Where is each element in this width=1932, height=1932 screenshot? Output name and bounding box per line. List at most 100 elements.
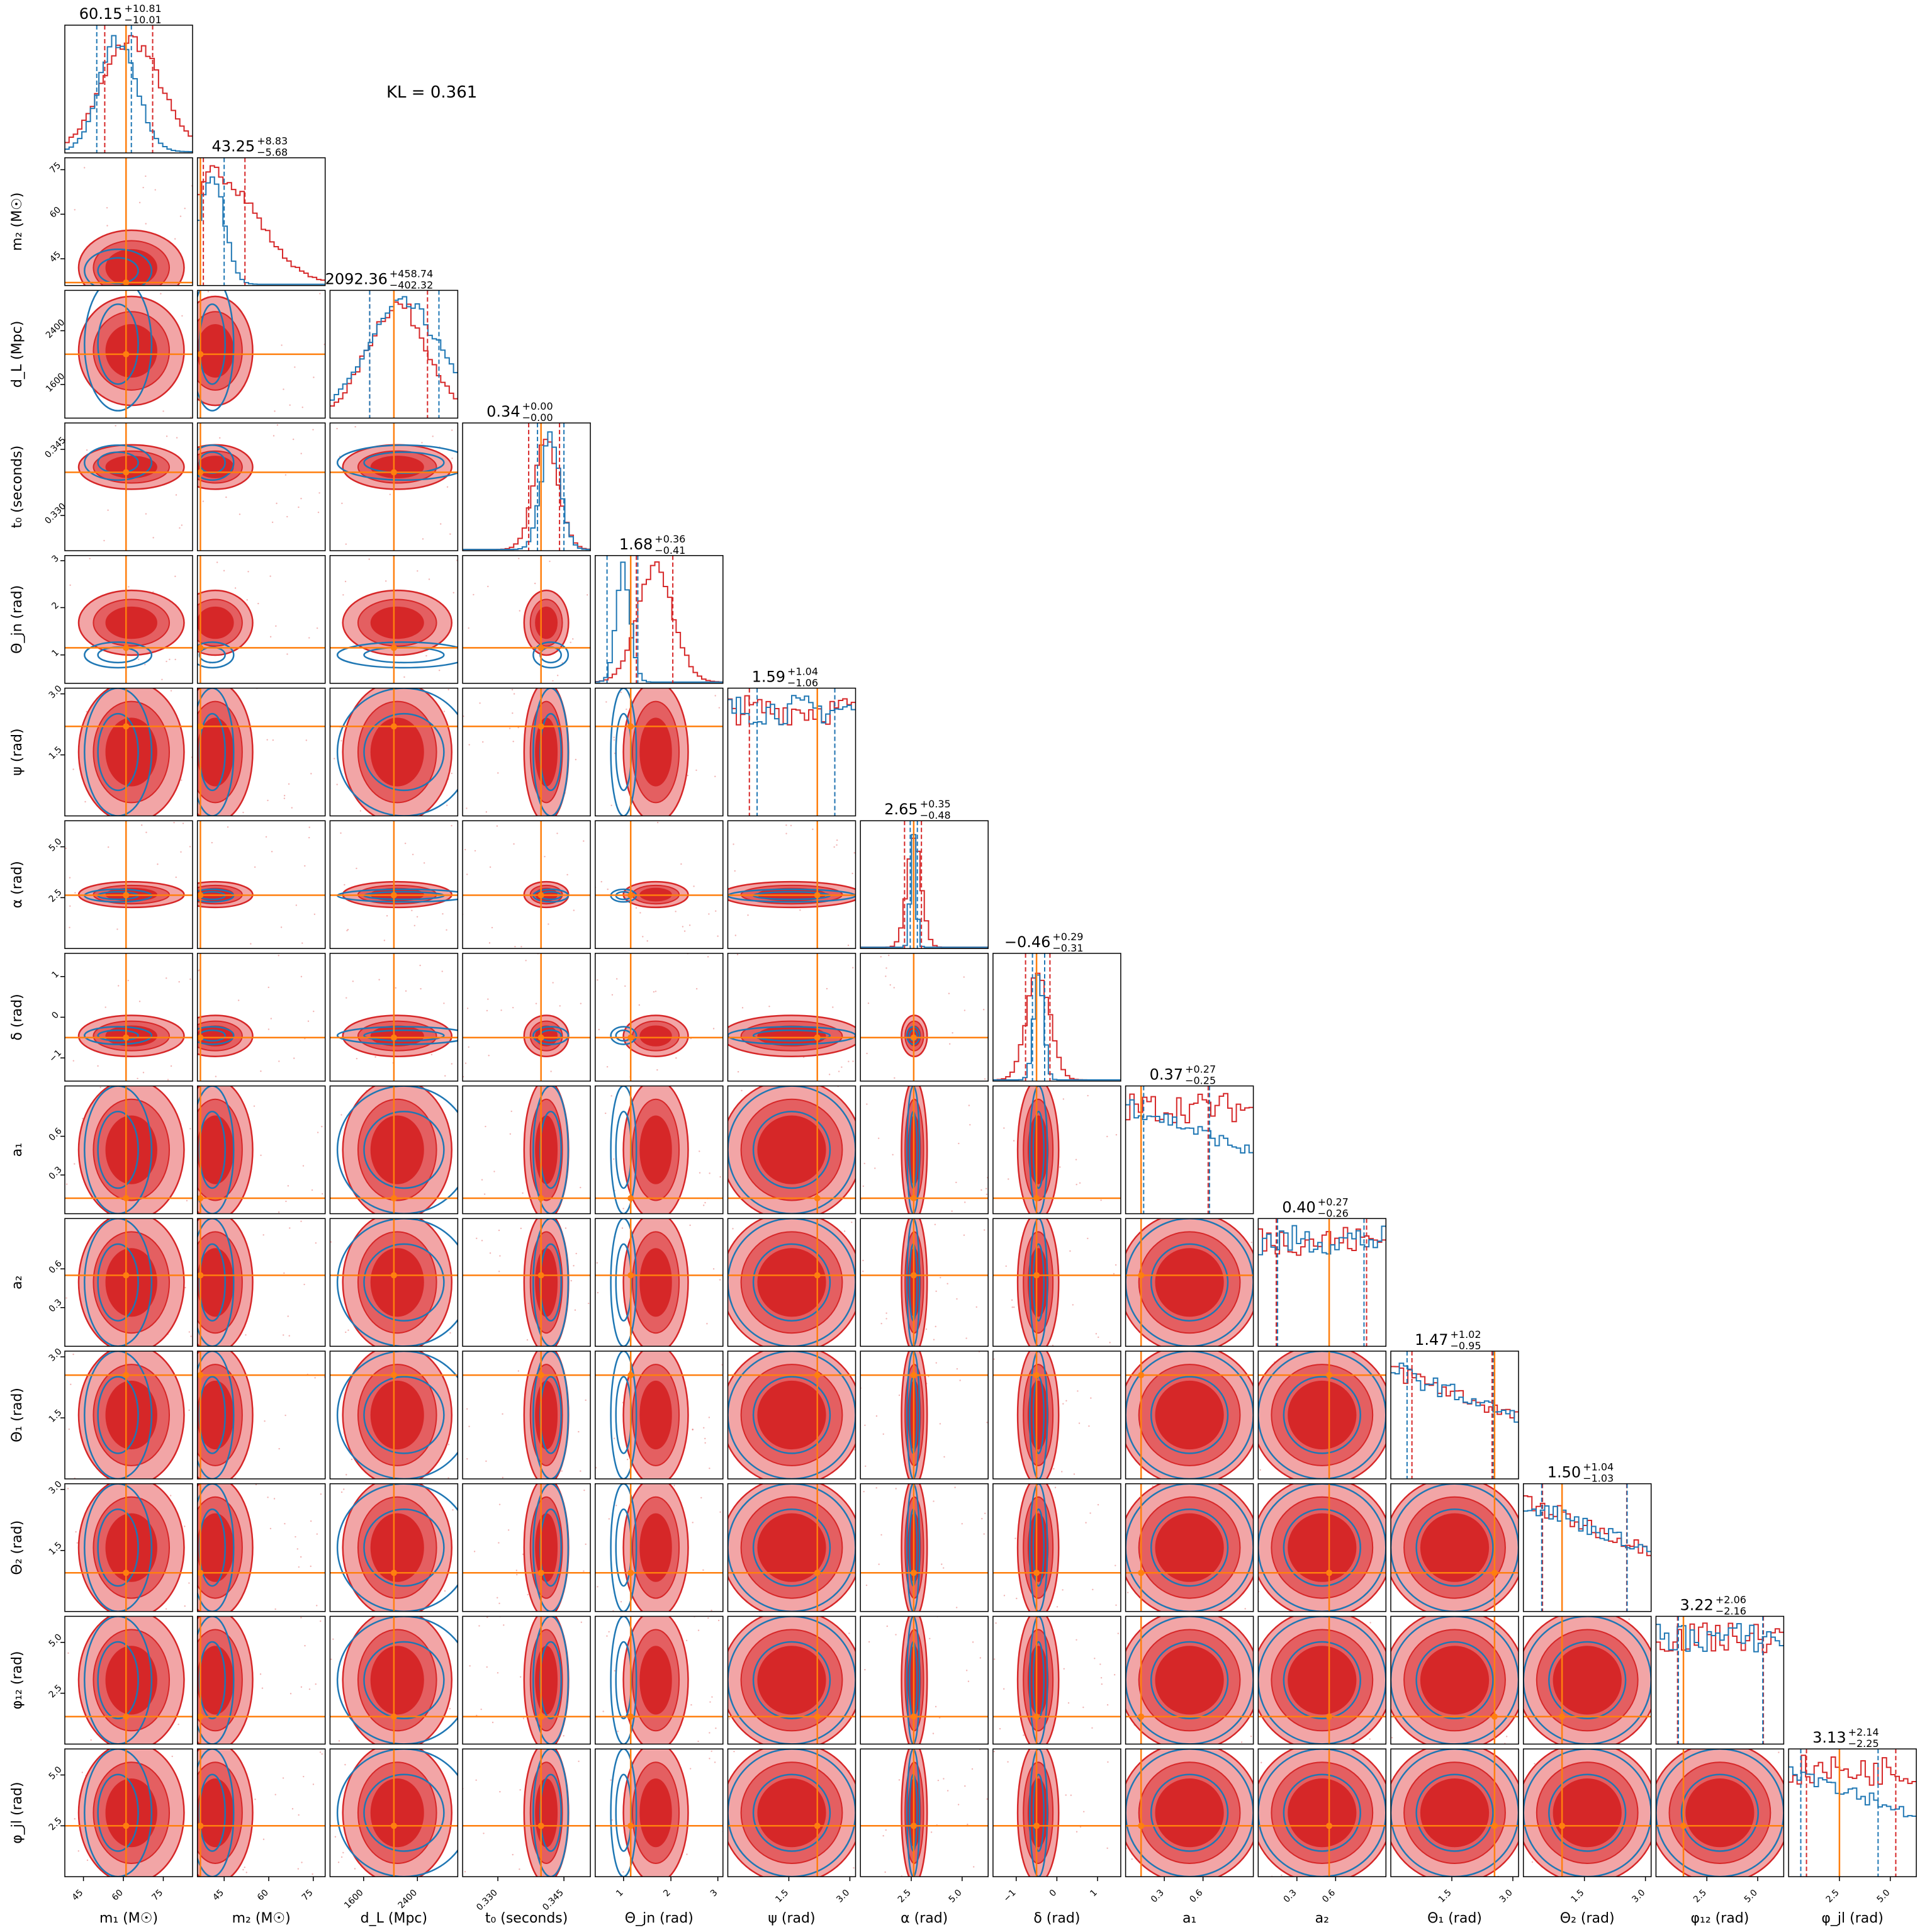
truth-marker (197, 1194, 204, 1201)
sample-point (144, 663, 146, 666)
contour-blue-outer (1029, 1483, 1048, 1612)
sample-point (160, 293, 162, 295)
sample-point (65, 1297, 67, 1299)
truth-marker (1033, 1713, 1040, 1720)
x-tick-label: 60 (110, 1888, 125, 1903)
sample-point (488, 1055, 490, 1057)
sample-point (1065, 1794, 1067, 1796)
sample-point (559, 1005, 561, 1007)
sample-point (74, 1817, 76, 1820)
sample-point (300, 1686, 303, 1688)
sample-point (347, 1329, 349, 1331)
contour-blue-outer (84, 290, 153, 412)
hist-title-lower: −5.68 (257, 147, 288, 159)
sample-point (451, 824, 452, 827)
contour-blue-inner (752, 1641, 831, 1720)
contour-blue-outer (610, 1483, 637, 1612)
panel-frame (595, 687, 724, 817)
sample-point (115, 425, 116, 427)
sample-point (270, 1018, 272, 1019)
sample-point (597, 1291, 599, 1294)
sample-point (875, 1415, 878, 1417)
panel-frame (196, 1483, 326, 1612)
truth-marker (1138, 1272, 1145, 1279)
truth-marker (910, 1570, 917, 1576)
sample-point (500, 1009, 502, 1011)
contour-red-inner (370, 1646, 424, 1715)
truth-marker (1326, 1372, 1333, 1379)
panel-alpha-vs-psi (727, 820, 856, 949)
sample-point (710, 1609, 712, 1612)
sample-point (929, 1637, 931, 1640)
sample-point (585, 1399, 587, 1401)
sample-point (1076, 1184, 1077, 1186)
panel-frame (860, 1615, 989, 1745)
contour-blue-inner (97, 257, 139, 284)
sample-point (714, 695, 716, 697)
sample-point (843, 1230, 846, 1232)
hist-title-lower: −0.00 (522, 412, 553, 424)
sample-point (718, 707, 721, 709)
sample-point (1016, 1597, 1018, 1600)
contour-blue-inner (363, 712, 445, 792)
panel-frame (595, 1218, 724, 1347)
sample-point (956, 1298, 958, 1300)
sample-point (74, 892, 76, 894)
panel-m2-vs-m1 (64, 157, 193, 286)
contour-red-inner (639, 1513, 672, 1582)
panel-frame (1125, 1748, 1254, 1877)
sample-point (169, 1495, 172, 1497)
contour-blue-outer (727, 888, 856, 903)
truth-marker (390, 892, 397, 899)
panel-frame (196, 1748, 326, 1877)
y-tick-label: 0.3 (47, 1165, 64, 1182)
truth-marker (197, 1034, 204, 1041)
panel-frame (196, 820, 326, 949)
sample-point (1100, 1676, 1103, 1679)
contour-blue-inner (363, 1641, 445, 1720)
contour-blue-inner (752, 1029, 831, 1042)
sample-point (145, 831, 147, 833)
sample-point (982, 1009, 985, 1011)
sample-point (486, 1616, 488, 1619)
y-tick-label: 0.345 (43, 435, 68, 460)
sample-point (334, 758, 335, 760)
sample-point (1013, 1306, 1015, 1308)
panel-theta1-vs-alpha (860, 1351, 989, 1480)
sample-point (580, 1003, 582, 1004)
contour-red-inner (105, 717, 157, 787)
truth-marker (814, 1194, 821, 1201)
sample-point (610, 1095, 612, 1097)
sample-point (368, 558, 370, 560)
truth-marker (197, 644, 204, 651)
sample-point (515, 1570, 518, 1571)
sample-point (972, 1641, 974, 1643)
y-axis-label-theta2: Θ₂ (rad) (9, 1520, 25, 1575)
sample-point (606, 1635, 608, 1637)
x-axis-label-a2: a₂ (1315, 1911, 1329, 1926)
panel-a2-vs-m1 (64, 1218, 193, 1347)
sample-point (963, 1234, 965, 1236)
sample-point (535, 1003, 537, 1004)
panel-a1-vs-t0 (462, 1085, 591, 1215)
panel-delta-vs-alpha (860, 953, 989, 1082)
sample-point (481, 1240, 483, 1242)
sample-point (271, 521, 274, 524)
sample-point (512, 712, 514, 714)
sample-point (356, 1057, 358, 1060)
truth-marker (197, 469, 204, 476)
sample-point (267, 799, 269, 802)
hist-title-upper: +2.14 (1848, 1726, 1879, 1738)
truth-marker (814, 1034, 821, 1041)
panel-frame (1125, 1351, 1254, 1480)
sample-point (566, 873, 568, 876)
truth-marker (910, 1713, 917, 1720)
sample-point (838, 1070, 840, 1072)
y-tick-label: 1 (50, 648, 61, 659)
x-tick-label: 1.5 (773, 1888, 790, 1905)
contour-blue-inner (97, 712, 139, 792)
sample-point (280, 926, 283, 928)
sample-point (699, 1150, 700, 1152)
contour-blue-outer (197, 290, 235, 412)
panel-frame (595, 555, 724, 684)
